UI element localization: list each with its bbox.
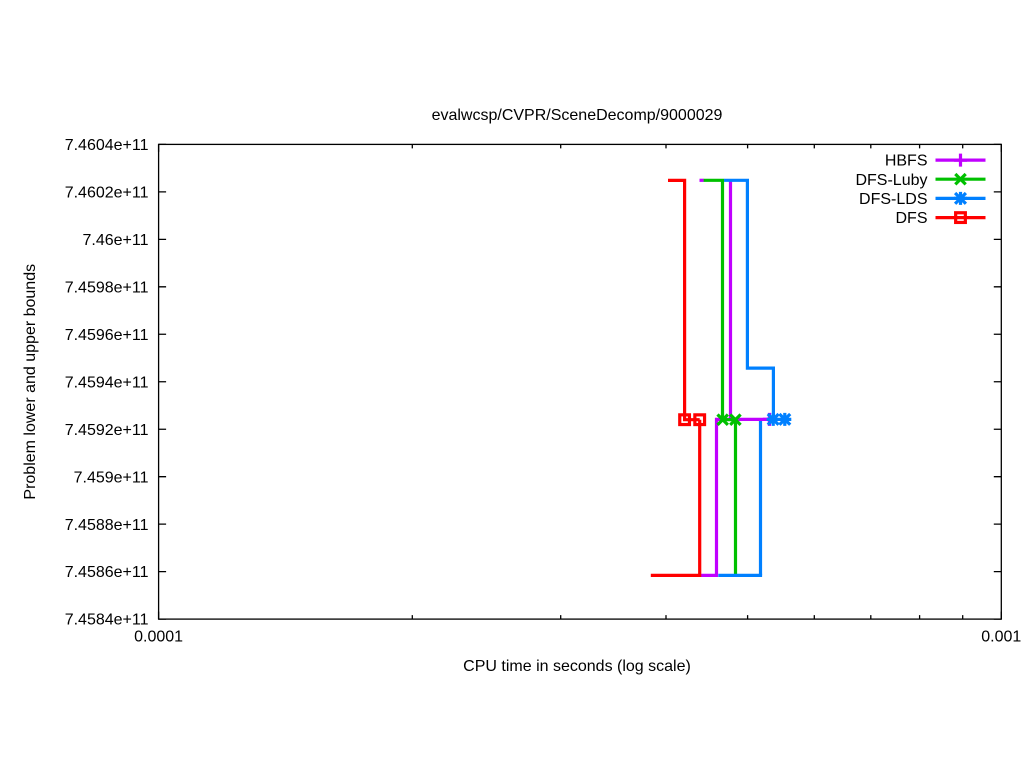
svg-text:7.4588e+11: 7.4588e+11: [65, 517, 149, 534]
svg-text:7.46e+11: 7.46e+11: [83, 232, 149, 249]
svg-text:7.4594e+11: 7.4594e+11: [65, 374, 149, 391]
svg-text:7.4602e+11: 7.4602e+11: [65, 184, 149, 201]
svg-text:CPU time in seconds (log scale: CPU time in seconds (log scale): [463, 658, 691, 675]
svg-text:7.4586e+11: 7.4586e+11: [65, 564, 149, 581]
svg-text:HBFS: HBFS: [885, 153, 928, 170]
svg-text:evalwcsp/CVPR/SceneDecomp/9000: evalwcsp/CVPR/SceneDecomp/9000029: [432, 107, 723, 124]
svg-text:DFS-Luby: DFS-Luby: [855, 172, 927, 189]
svg-text:0.001: 0.001: [981, 629, 1021, 646]
svg-text:7.4596e+11: 7.4596e+11: [65, 327, 149, 344]
svg-text:0.0001: 0.0001: [134, 629, 183, 646]
svg-text:7.4604e+11: 7.4604e+11: [65, 137, 149, 154]
svg-text:7.4598e+11: 7.4598e+11: [65, 279, 149, 296]
svg-text:DFS: DFS: [896, 210, 928, 227]
svg-text:7.4592e+11: 7.4592e+11: [65, 422, 149, 439]
svg-text:7.459e+11: 7.459e+11: [74, 469, 149, 486]
svg-text:Problem lower and upper bounds: Problem lower and upper bounds: [22, 264, 39, 500]
svg-text:7.4584e+11: 7.4584e+11: [65, 612, 149, 629]
svg-text:DFS-LDS: DFS-LDS: [859, 191, 927, 208]
